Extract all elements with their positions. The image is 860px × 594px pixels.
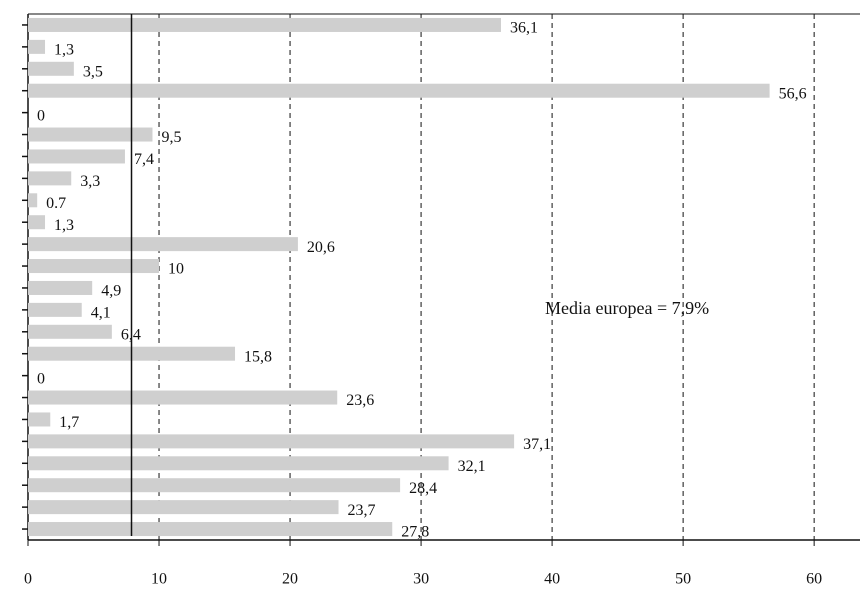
value-label: 15,8 — [244, 348, 272, 365]
value-label: 37,1 — [523, 436, 551, 453]
value-label: 56,6 — [779, 85, 807, 102]
x-tick-label: 40 — [544, 571, 560, 588]
value-label: 4,1 — [91, 305, 111, 322]
value-label: 20,6 — [307, 239, 335, 256]
bar — [28, 434, 515, 449]
value-label: 0 — [37, 370, 45, 387]
x-tick-label: 60 — [806, 571, 822, 588]
bar — [28, 390, 338, 405]
bar — [28, 61, 74, 76]
value-label: 1,7 — [59, 414, 79, 431]
bar — [28, 456, 449, 471]
bar — [28, 324, 112, 339]
value-label: 0 — [37, 107, 45, 124]
bar — [28, 478, 401, 493]
bar — [28, 17, 501, 32]
bar — [28, 171, 72, 186]
value-label: 28,4 — [409, 480, 437, 497]
value-label: 0.7 — [46, 195, 66, 212]
value-label: 10 — [168, 261, 184, 278]
bar — [28, 215, 46, 230]
x-tick-label: 50 — [675, 571, 691, 588]
x-tick-label: 30 — [413, 571, 429, 588]
value-label: 32,1 — [458, 458, 486, 475]
x-tick-label: 20 — [282, 571, 298, 588]
bar — [28, 280, 93, 295]
value-label: 1,3 — [54, 42, 74, 59]
reference-label: Media europea = 7,9% — [545, 298, 709, 318]
value-label: 27,8 — [401, 524, 429, 541]
value-label: 36,1 — [510, 20, 538, 37]
bar — [28, 149, 125, 164]
bar — [28, 500, 339, 515]
bar — [28, 127, 153, 142]
value-label: 23,6 — [346, 392, 374, 409]
x-tick-label: 10 — [151, 571, 167, 588]
value-label: 3,5 — [83, 63, 103, 80]
x-tick-label: 0 — [24, 571, 32, 588]
bar — [28, 39, 46, 54]
bar — [28, 522, 393, 537]
value-label: 3,3 — [80, 173, 100, 190]
value-label: 1,3 — [54, 217, 74, 234]
bar — [28, 237, 298, 252]
bar — [28, 412, 51, 427]
bar — [28, 83, 770, 98]
bar — [28, 302, 82, 317]
value-label: 23,7 — [348, 502, 376, 519]
bar — [28, 259, 160, 274]
value-label: 7,4 — [134, 151, 154, 168]
value-label: 4,9 — [101, 283, 121, 300]
value-label: 9,5 — [161, 129, 181, 146]
bar — [28, 193, 38, 208]
